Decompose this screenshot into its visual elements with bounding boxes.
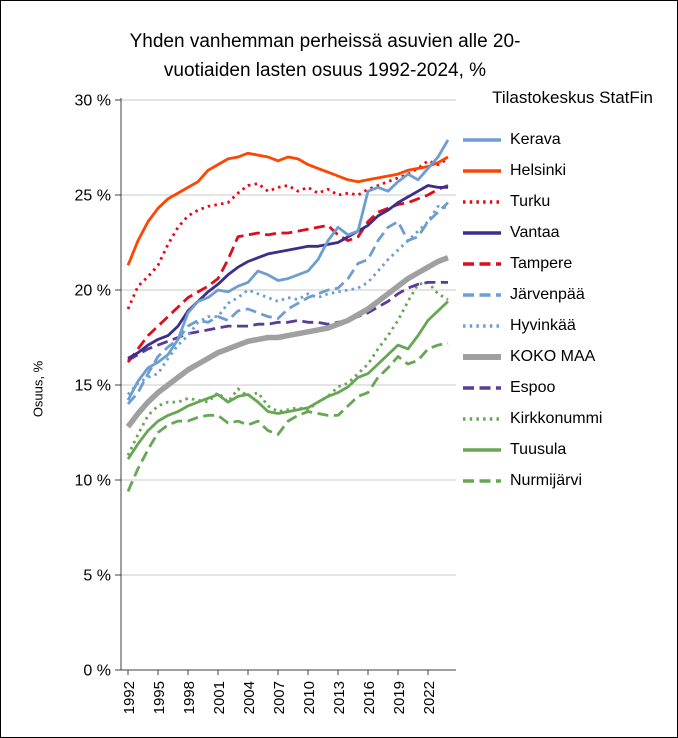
legend-item-tampere: Tampere bbox=[462, 248, 602, 279]
x-tick-label: 2022 bbox=[421, 681, 438, 714]
series-line-vantaa bbox=[127, 184, 448, 360]
legend-label: Tampere bbox=[510, 254, 573, 272]
series-line-tuusula bbox=[126, 300, 449, 460]
legend-item-kirkkonummi: Kirkkonummi bbox=[462, 403, 602, 434]
legend-label: Järvenpää bbox=[510, 285, 585, 303]
legend-item-hyvinkää: Hyvinkää bbox=[462, 310, 602, 341]
x-tick-label: 1995 bbox=[151, 681, 168, 714]
x-tick-label: 2010 bbox=[301, 681, 318, 714]
x-tick-label: 2013 bbox=[331, 681, 348, 714]
x-tick-label: 1998 bbox=[181, 681, 198, 714]
legend-line-sample bbox=[463, 447, 501, 452]
chart-title: Yhden vanhemman perheissä asuvien alle 2… bbox=[1, 27, 649, 86]
legend-label: Turku bbox=[510, 192, 551, 210]
series-line-koko-maa bbox=[125, 255, 449, 429]
legend-label: Helsinki bbox=[510, 161, 567, 179]
legend-line-sample bbox=[463, 385, 501, 390]
chart-title-line1: Yhden vanhemman perheissä asuvien alle 2… bbox=[129, 31, 521, 52]
series-line-turku bbox=[126, 157, 449, 310]
legend-line-sample bbox=[463, 292, 501, 297]
legend-item-koko-maa: KOKO MAA bbox=[462, 341, 602, 372]
y-tick-label: 20 % bbox=[75, 283, 111, 300]
legend-line-sample bbox=[463, 416, 501, 421]
legend-label: Tuusula bbox=[510, 440, 567, 458]
legend-item-järvenpää: Järvenpää bbox=[462, 279, 602, 310]
legend-item-kerava: Kerava bbox=[462, 124, 602, 155]
series-line-helsinki bbox=[126, 151, 449, 266]
y-tick-label: 25 % bbox=[75, 188, 111, 205]
legend-line-sample bbox=[463, 323, 501, 328]
legend-line-sample bbox=[463, 261, 501, 266]
x-tick-label: 2001 bbox=[211, 681, 228, 714]
series-line-kerava bbox=[126, 139, 450, 401]
y-tick-label: 10 % bbox=[75, 473, 111, 490]
legend-label: KOKO MAA bbox=[510, 347, 596, 365]
legend-line-sample bbox=[463, 199, 501, 204]
legend-item-tuusula: Tuusula bbox=[462, 434, 602, 465]
legend-label: Kerava bbox=[510, 130, 561, 148]
legend-line-sample bbox=[463, 353, 501, 360]
legend-line-sample bbox=[463, 137, 501, 142]
y-tick-label: 15 % bbox=[75, 378, 111, 395]
legend: Kerava Helsinki Turku Vantaa Tampere Järvenpä… bbox=[462, 124, 602, 496]
legend-label: Hyvinkää bbox=[510, 316, 576, 334]
legend-label: Kirkkonummi bbox=[510, 409, 603, 427]
legend-label: Espoo bbox=[510, 378, 556, 396]
y-tick-label: 30 % bbox=[75, 93, 111, 110]
legend-item-nurmijärvi: Nurmijärvi bbox=[462, 465, 602, 496]
x-tick-label: 2016 bbox=[361, 681, 378, 714]
legend-label: Vantaa bbox=[510, 223, 560, 241]
x-tick-label: 2007 bbox=[271, 681, 288, 714]
y-tick-label: 5 % bbox=[83, 568, 111, 585]
legend-line-sample bbox=[463, 478, 501, 483]
legend-item-espoo: Espoo bbox=[462, 372, 602, 403]
series-line-hyvinkää bbox=[126, 204, 449, 396]
source-label: Tilastokeskus StatFin bbox=[492, 88, 653, 107]
legend-item-vantaa: Vantaa bbox=[462, 217, 602, 248]
y-tick-label: 0 % bbox=[83, 663, 111, 680]
legend-item-turku: Turku bbox=[462, 186, 602, 217]
series-line-nurmijärvi bbox=[126, 341, 449, 492]
legend-line-sample bbox=[463, 168, 501, 173]
series-line-järvenpää bbox=[126, 201, 449, 405]
chart-title-line2: vuotiaiden lasten osuus 1992-2024, % bbox=[163, 60, 487, 82]
legend-item-helsinki: Helsinki bbox=[462, 155, 602, 186]
x-tick-label: 2004 bbox=[241, 681, 258, 714]
legend-label: Nurmijärvi bbox=[510, 471, 582, 489]
x-tick-label: 1992 bbox=[121, 681, 138, 714]
x-tick-label: 2019 bbox=[391, 681, 408, 714]
series-line-kirkkonummi bbox=[126, 280, 449, 456]
legend-line-sample bbox=[463, 230, 501, 235]
